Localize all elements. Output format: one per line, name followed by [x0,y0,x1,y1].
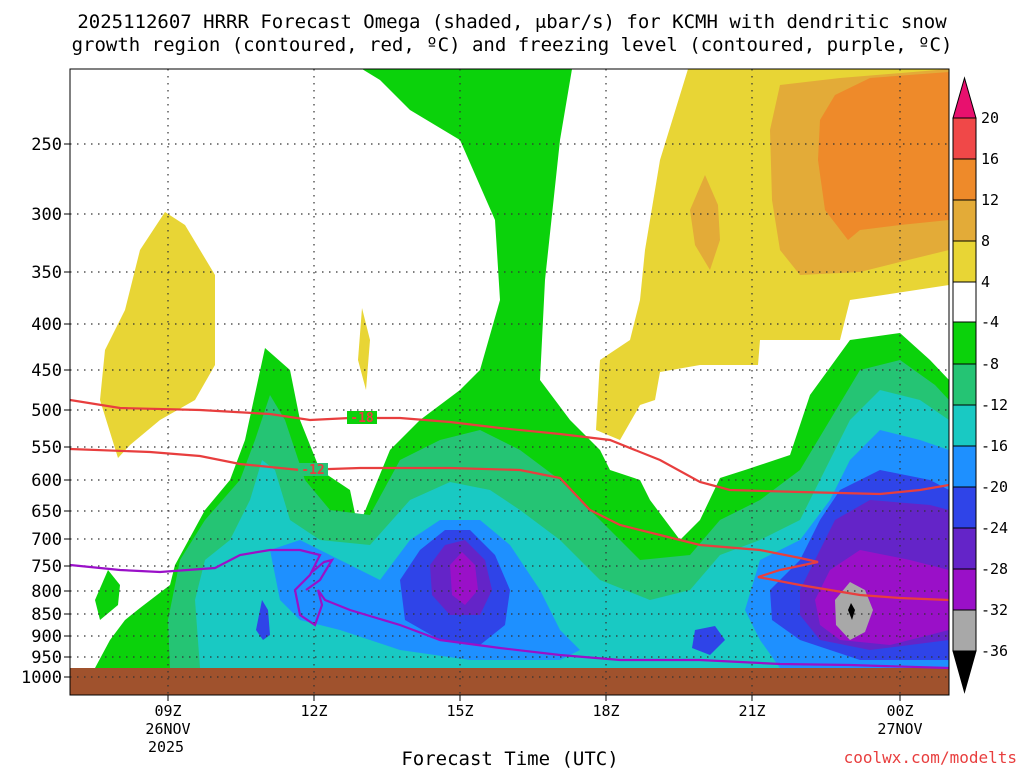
x-tick-label: 12Z [300,702,327,720]
x-tick-date: 27NOV [877,720,922,738]
y-tick-label: 900 [31,627,62,647]
y-tick-label: 550 [31,438,62,458]
colorbar-segment [952,568,977,611]
dgz-contour-minus12 [70,447,949,602]
colorbar-label: -20 [981,478,1008,496]
colorbar-segment [952,321,977,365]
omega-pos8-small [690,175,720,270]
colorbar-segment [952,404,977,447]
y-tick-label: 650 [31,502,62,522]
colorbar-segment [952,609,977,652]
omega-neg36-right [848,603,855,620]
y-tick-label: 300 [31,205,62,225]
colorbar-label: 12 [981,191,999,209]
y-axis: 2503003504004505005506006507007508008509… [21,135,70,688]
y-tick-label: 700 [31,530,62,550]
y-tick-label: 1000 [21,668,62,688]
x-tick-label: 09Z [154,702,181,720]
omega-neg20-small-left [256,600,270,640]
colorbar-segment [952,363,977,406]
colorbar-segment [952,527,977,570]
credit-text: coolwx.com/modelts [844,748,1017,767]
y-tick-label: 950 [31,648,62,668]
y-tick-label: 850 [31,605,62,625]
omega-colorbar: 20 16 12 8 4 -4 -8 -12 -16 -20 -24 -28 -32 -36 [952,76,1008,694]
omega-neg28-mid [450,552,478,605]
contour-label-minus12: -12 [301,463,324,478]
chart-title-line2: growth region (contoured, red, ºC) and f… [72,34,953,56]
colorbar-label: 20 [981,109,999,127]
x-axis-label: Forecast Time (UTC) [401,748,618,768]
colorbar-segment [952,158,977,201]
colorbar-label: -28 [981,560,1008,578]
colorbar-label: 16 [981,150,999,168]
x-tick-label: 00Z [886,702,913,720]
y-tick-label: 350 [31,263,62,283]
plot-frame [69,68,950,696]
colorbar-label: 8 [981,232,990,250]
colorbar-segment [952,445,977,488]
y-tick-label: 250 [31,135,62,155]
omega-pos4-left-lobe [100,212,215,458]
ground-below-surface [70,668,949,695]
freezing-level-contour [70,548,949,670]
y-tick-label: 750 [31,557,62,577]
colorbar-label: -12 [981,396,1008,414]
colorbar-label: -8 [981,355,999,373]
colorbar-segment [952,199,977,242]
omega-shading [70,69,949,695]
omega-neg20-small-right [692,626,725,655]
omega-pos4-small-lobe [358,308,370,390]
y-tick-label: 500 [31,401,62,421]
colorbar-top-triangle [952,76,977,119]
colorbar-label: -24 [981,519,1008,537]
colorbar-segment [952,486,977,529]
dgz-contour-labels: -18 -12 [298,411,377,478]
omega-pos12-upper-right [818,72,949,240]
contour-label-minus18: -18 [350,411,374,426]
y-tick-label: 400 [31,315,62,335]
y-tick-label: 600 [31,471,62,491]
x-tick-label: 18Z [592,702,619,720]
omega-neg4-small-left [95,570,120,620]
x-tick-label: 21Z [738,702,765,720]
x-tick-label: 15Z [446,702,473,720]
colorbar-label: -4 [981,313,999,331]
colorbar-bottom-triangle [952,650,977,694]
colorbar-segment [952,240,977,283]
chart-title-line1: 2025112607 HRRR Forecast Omega (shaded, … [77,11,947,33]
colorbar-segment [952,117,977,160]
colorbar-label: -36 [981,642,1008,660]
colorbar-label: -32 [981,601,1008,619]
freezing-level-contours [70,548,949,670]
colorbar-segment [952,281,977,323]
y-tick-label: 450 [31,361,62,381]
freezing-level-contour-small [305,558,335,591]
x-tick-year: 2025 [148,738,184,756]
dgz-contour-minus18 [70,398,949,496]
colorbar-label: 4 [981,273,990,291]
y-tick-label: 800 [31,582,62,602]
x-tick-date: 26NOV [145,720,190,738]
dgz-contours [70,398,949,602]
colorbar-label: -16 [981,437,1008,455]
